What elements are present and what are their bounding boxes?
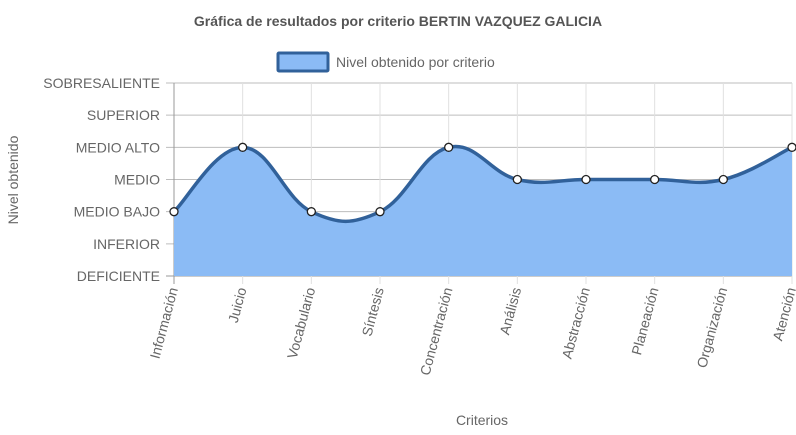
x-tick-label: Atención — [769, 286, 796, 343]
x-tick-label: Planeación — [628, 286, 661, 357]
x-tick-label: Organización — [693, 286, 730, 370]
x-tick-label: Síntesis — [359, 286, 387, 338]
y-tick-label: MEDIO BAJO — [74, 204, 160, 220]
data-points — [169, 142, 796, 217]
x-tick-label: Concentración — [417, 286, 456, 377]
data-point[interactable] — [375, 207, 385, 217]
data-point[interactable] — [306, 207, 316, 217]
series-line — [172, 144, 793, 223]
y-tick-label: INFERIOR — [93, 236, 160, 252]
series-area-fill — [174, 146, 792, 276]
data-point[interactable] — [581, 174, 591, 185]
x-axis-label: Criterios — [456, 412, 508, 428]
data-point[interactable] — [650, 174, 660, 185]
x-tick-label: Juicio — [225, 285, 250, 324]
y-axis-label: Nivel obtenido — [5, 135, 21, 224]
y-tick-label: DEFICIENTE — [77, 268, 160, 284]
legend[interactable]: Nivel obtenido por criterio — [276, 51, 495, 73]
x-tick-label: Vocabulario — [284, 285, 318, 360]
data-point[interactable] — [718, 174, 728, 185]
x-tick-label: Análisis — [496, 286, 524, 337]
data-point[interactable] — [238, 142, 248, 152]
x-tick-labels: Información Juicio Vocabulario Síntesis Conc… — [147, 285, 796, 377]
chart-title: Gráfica de resultados por criterio BERTI… — [194, 13, 602, 29]
y-tick-label: SUPERIOR — [87, 107, 160, 123]
data-point[interactable] — [444, 142, 454, 152]
y-tick-labels: DEFICIENTE INFERIOR MEDIO BAJO MEDIO MEDIO A… — [43, 75, 160, 284]
data-point[interactable] — [512, 174, 522, 185]
legend-label: Nivel obtenido por criterio — [336, 54, 495, 70]
x-tick-label: Información — [147, 286, 181, 361]
legend-swatch — [276, 51, 330, 73]
data-point[interactable] — [787, 142, 796, 152]
y-tick-label: MEDIO ALTO — [76, 139, 160, 155]
x-tick-label: Abstracción — [559, 286, 593, 361]
data-point[interactable] — [169, 207, 179, 217]
area-layer — [172, 144, 793, 276]
y-tick-label: MEDIO — [114, 172, 160, 188]
y-tick-label: SOBRESALIENTE — [43, 75, 160, 91]
